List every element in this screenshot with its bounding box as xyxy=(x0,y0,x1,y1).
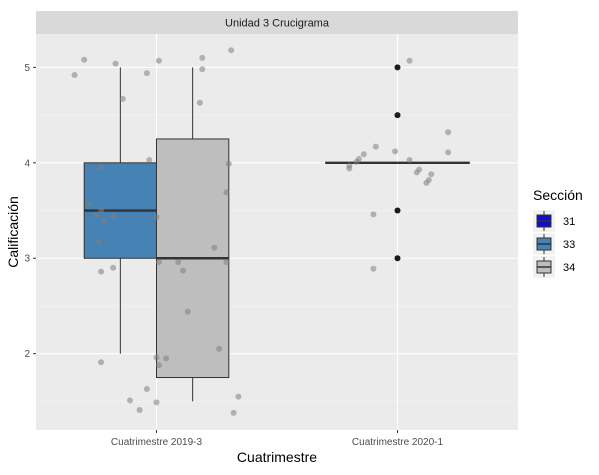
jitter-point xyxy=(199,54,206,61)
x-axis-title: Cuatrimestre xyxy=(237,449,317,465)
jitter-point xyxy=(235,393,242,400)
jitter-point xyxy=(155,57,162,64)
jitter-point xyxy=(360,151,367,158)
outlier-point xyxy=(394,255,401,262)
jitter-point xyxy=(228,47,235,54)
jitter-point xyxy=(413,169,420,176)
jitter-point xyxy=(225,160,232,167)
jitter-point xyxy=(392,148,399,155)
legend: Sección 31 33 34 xyxy=(533,187,583,278)
facet-strip xyxy=(36,11,518,34)
jitter-point xyxy=(98,164,105,171)
jitter-point xyxy=(216,345,223,352)
y-tick-label: 5 xyxy=(24,63,30,74)
jitter-point xyxy=(428,171,435,178)
jitter-point xyxy=(155,259,162,266)
jitter-point xyxy=(406,57,413,64)
legend-label: 33 xyxy=(563,239,575,251)
jitter-point xyxy=(143,385,150,392)
jitter-point xyxy=(370,265,377,272)
outlier-point xyxy=(394,112,401,119)
boxplots xyxy=(83,67,470,402)
jitter-point xyxy=(406,156,413,163)
y-tick-label: 4 xyxy=(24,158,30,169)
jitter-point xyxy=(93,212,100,219)
y-axis: 2 3 4 5 xyxy=(24,63,36,360)
legend-label: 31 xyxy=(563,216,575,228)
jitter-point xyxy=(423,179,430,186)
legend-label: 34 xyxy=(563,262,575,274)
jitter-point xyxy=(184,308,191,315)
jitter-point xyxy=(353,158,360,165)
jitter-point xyxy=(223,259,230,266)
jitter-point xyxy=(71,72,78,79)
jitter-point xyxy=(81,56,88,63)
jitter-point xyxy=(196,99,203,106)
x-tick-label: Cuatrimestre 2020-1 xyxy=(352,437,444,448)
jitter-point xyxy=(445,149,452,156)
jitter-point xyxy=(155,362,162,369)
jitter-point xyxy=(211,244,218,251)
jitter-point xyxy=(143,70,150,77)
y-tick-label: 2 xyxy=(24,349,30,360)
jitter-point xyxy=(180,267,187,274)
y-axis-title: Calificación xyxy=(5,196,21,268)
jitter-point xyxy=(346,165,353,172)
jitter-points xyxy=(71,47,452,416)
jitter-point xyxy=(110,264,117,271)
x-axis: Cuatrimestre 2019-3 Cuatrimestre 2020-1 xyxy=(111,430,444,448)
jitter-point xyxy=(175,259,182,266)
jitter-point xyxy=(98,359,105,366)
facet-strip-label: Unidad 3 Crucigrama xyxy=(225,18,330,30)
jitter-point xyxy=(98,207,105,214)
y-tick-label: 3 xyxy=(24,254,30,265)
jitter-point xyxy=(153,354,160,361)
jitter-point xyxy=(95,239,102,246)
outlier-point xyxy=(394,64,401,71)
outlier-point xyxy=(394,207,401,214)
jitter-point xyxy=(153,399,160,406)
jitter-point xyxy=(110,213,117,220)
jitter-point xyxy=(153,214,160,221)
x-tick-label: Cuatrimestre 2019-3 xyxy=(111,437,203,448)
jitter-point xyxy=(136,406,143,413)
jitter-point xyxy=(445,129,452,136)
jitter-point xyxy=(126,397,133,404)
legend-title: Sección xyxy=(533,187,583,203)
jitter-point xyxy=(163,355,170,362)
jitter-point xyxy=(372,143,379,150)
jitter-point xyxy=(112,60,119,67)
outlier-points xyxy=(394,64,401,262)
jitter-point xyxy=(370,211,377,218)
jitter-point xyxy=(146,156,153,163)
jitter-point xyxy=(223,189,230,196)
jitter-point xyxy=(86,201,93,208)
jitter-point xyxy=(100,217,107,224)
jitter-point xyxy=(199,66,206,73)
jitter-point xyxy=(119,95,126,102)
jitter-point xyxy=(230,409,237,416)
jitter-point xyxy=(98,268,105,275)
